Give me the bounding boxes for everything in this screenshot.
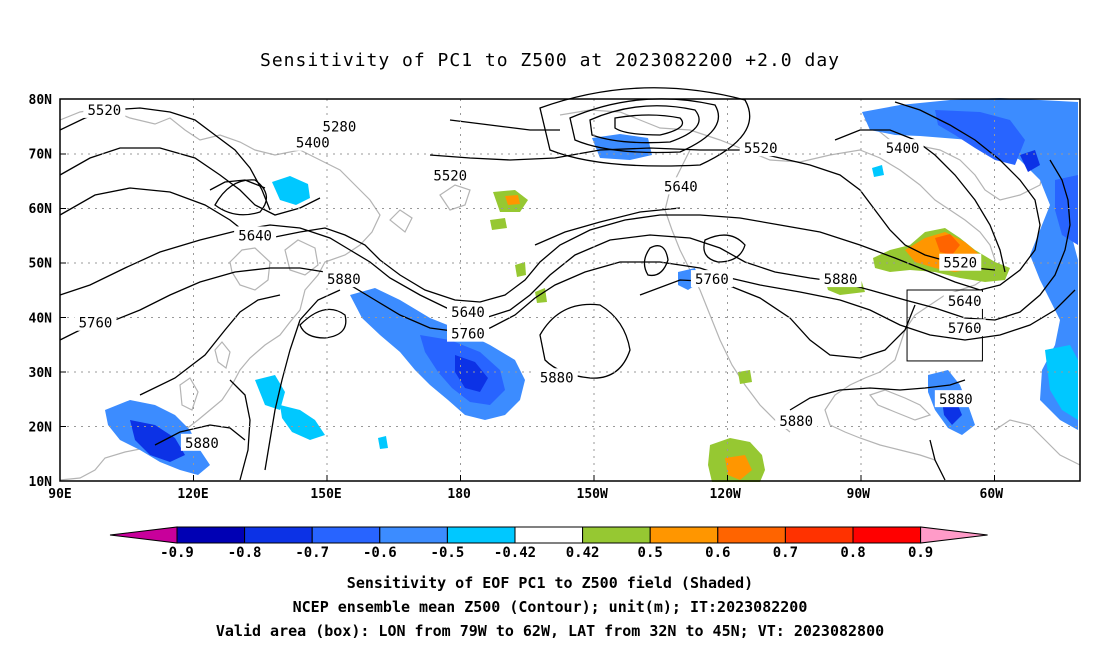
contour-label-text: 5760 [948, 321, 982, 337]
axis-ticks [60, 98, 995, 481]
colorbar-swatch [244, 526, 313, 544]
contour-label-text: 5880 [939, 392, 973, 408]
contour-label-text: 5400 [296, 136, 330, 152]
lat-label: 10N [29, 475, 53, 490]
longitude-labels: 90E 120E 150E 180 150W 120W 90W 60W [48, 487, 1003, 502]
lat-label: 50N [29, 257, 53, 272]
lat-label: 60N [29, 202, 53, 217]
lat-lon-grid [60, 99, 1080, 481]
colorbar-label: -0.7 [295, 545, 329, 561]
contour-label-text: 5880 [824, 272, 858, 288]
lat-label: 30N [29, 366, 53, 381]
lat-label: 80N [29, 93, 53, 108]
lon-label: 90E [48, 487, 71, 502]
contour-label: 5880 [180, 433, 223, 452]
lon-label: 90W [847, 487, 871, 502]
contour-label: 5760 [690, 270, 733, 288]
contour-label-text: 5880 [540, 370, 574, 386]
map-frame [59, 98, 1081, 482]
contour-label: 5760 [447, 324, 489, 343]
contour-label-text: 5400 [886, 141, 920, 157]
contour-label-text: 5520 [744, 141, 778, 157]
contour-label-text: 5520 [943, 256, 977, 272]
lon-label: 180 [447, 487, 471, 502]
contour-label-text: 5520 [87, 103, 121, 119]
contour-label-text: 5640 [238, 228, 272, 244]
contour-label-text: 5640 [948, 294, 982, 310]
contour-label-text: 5280 [323, 119, 357, 135]
colorbar-swatch [176, 526, 246, 544]
colorbar-swatch [852, 526, 922, 544]
colorbar-label: -0.8 [228, 545, 262, 561]
contour-label-text: 5760 [451, 327, 485, 343]
colorbar-swatch [514, 526, 584, 544]
contour-label-text: 5760 [695, 272, 729, 288]
colorbar-label: -0.5 [431, 545, 465, 561]
latitude-labels: 80N 70N 60N 50N 40N 30N 20N 10N [29, 93, 53, 490]
colorbar-high-arrow [920, 526, 988, 544]
colorbar-label: -0.9 [160, 545, 194, 561]
colorbar-label: -0.6 [363, 545, 397, 561]
colorbar-label: 0.6 [705, 545, 730, 561]
contour-label: 5520 [83, 100, 126, 119]
colorbar-swatch [311, 526, 381, 544]
colorbar-label: 0.42 [566, 545, 600, 561]
contour-label: 5520 [739, 139, 782, 157]
contour-label: 5880 [535, 368, 578, 386]
contour-label: 5640 [659, 177, 702, 195]
contour-label: 5640 [447, 302, 489, 321]
contour-label-text: 5640 [664, 179, 698, 195]
lon-label: 120E [177, 487, 208, 502]
contour-label-text: 5880 [779, 414, 813, 430]
colorbar: -0.9 -0.8 -0.7 -0.6 -0.5 -0.42 0.42 0.5 0.6 0.7 0.… [109, 526, 988, 561]
contour-label: 5760 [943, 319, 986, 337]
colorbar-swatch [717, 526, 786, 544]
contour-label-text: 5520 [433, 168, 467, 184]
contour-label: 5640 [943, 291, 986, 310]
lon-label: 150E [310, 487, 341, 502]
map-title: Sensitivity of PC1 to Z500 at 2023082200… [259, 50, 840, 71]
caption-contour: NCEP ensemble mean Z500 (Contour); unit(… [292, 598, 808, 616]
contour-label: 5400 [291, 133, 334, 152]
colorbar-swatch [649, 526, 719, 544]
colorbar-label: 0.5 [638, 545, 663, 561]
colorbar-swatch [379, 526, 448, 544]
contour-label-text: 5880 [327, 272, 361, 288]
coastlines [59, 107, 1081, 481]
contour-label: 5880 [819, 270, 862, 288]
colorbar-label: 0.9 [908, 545, 933, 561]
contour-label: 5880 [934, 390, 977, 408]
lat-label: 20N [29, 420, 53, 435]
contour-label-text: 5760 [79, 316, 113, 332]
contour-label: 5520 [939, 253, 982, 272]
contour-label: 5880 [322, 270, 365, 288]
colorbar-low-arrow [109, 526, 178, 544]
lon-label: 150W [577, 487, 608, 502]
caption-shading: Sensitivity of EOF PC1 to Z500 field (Sh… [346, 574, 754, 592]
colorbar-swatch [582, 526, 651, 544]
contour-label: 5880 [775, 411, 818, 430]
contour-label: 5280 [318, 117, 361, 135]
contour-label: 5400 [881, 139, 924, 157]
lat-label: 40N [29, 311, 53, 326]
caption-valid-area: Valid area (box): LON from 79W to 62W, L… [215, 622, 885, 640]
contour-label-text: 5640 [451, 305, 485, 321]
contour-label: 5760 [74, 313, 117, 332]
sensitivity-shading [105, 98, 1078, 482]
colorbar-swatch [784, 526, 854, 544]
contour-label-text: 5880 [185, 436, 219, 452]
colorbar-label: 0.7 [773, 545, 798, 561]
lon-label: 120W [710, 487, 741, 502]
lat-label: 70N [29, 148, 53, 163]
colorbar-label: -0.42 [494, 545, 536, 561]
colorbar-label: 0.8 [840, 545, 865, 561]
contour-label: 5520 [429, 166, 472, 184]
lon-label: 60W [980, 487, 1004, 502]
contour-label: 5640 [234, 226, 277, 244]
colorbar-swatch [446, 526, 516, 544]
